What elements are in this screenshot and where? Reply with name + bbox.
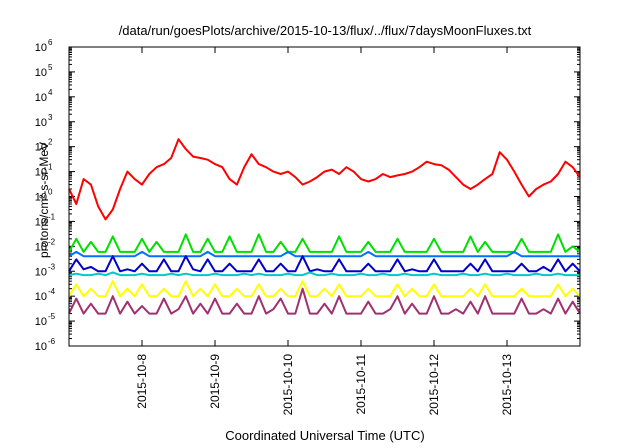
x-tick-label: 2015-10-10 [281,354,295,416]
series-line-1 [68,138,581,221]
x-tick-label: 2015-10-13 [500,354,514,416]
y-tick-label: 10 [35,216,47,228]
y-tick-label: 10 [35,42,47,54]
x-tick-label: 2015-10-8 [135,354,149,409]
y-tick-exponent: 2 [48,138,53,147]
y-tick-label: 10 [35,92,47,104]
y-tick-exponent: -6 [48,337,56,346]
series-line-5 [68,271,580,277]
y-tick-exponent: -5 [48,312,56,321]
y-tick-label: 10 [35,67,47,79]
series-lines [68,138,581,315]
y-tick-label: 10 [35,117,47,129]
y-tick-exponent: 6 [48,38,53,47]
chart-title: /data/run/goesPlots/archive/2015-10-13/f… [119,23,532,38]
series-line-7 [68,287,581,315]
x-axis-label: Coordinated Universal Time (UTC) [225,428,424,443]
y-tick-exponent: 4 [48,88,53,97]
axis-ticks: 10 -610 -510 -410 -310 -210 -110 010 110 210 310 41… [35,38,580,415]
y-tick-exponent: -4 [48,287,56,296]
series-line-2 [68,233,581,253]
y-tick-exponent: 3 [48,113,53,122]
y-tick-exponent: 1 [48,163,53,172]
y-tick-label: 10 [35,291,47,303]
series-line-3 [68,250,580,258]
x-tick-label: 2015-10-12 [427,354,441,416]
y-tick-exponent: -3 [48,262,56,271]
series-line-6 [68,280,581,298]
y-tick-label: 10 [35,167,47,179]
y-tick-exponent: 5 [48,63,53,72]
plot-frame [68,46,581,347]
y-tick-label: 10 [35,192,47,204]
x-tick-label: 2015-10-9 [208,354,222,409]
y-tick-exponent: -1 [48,212,56,221]
y-tick-label: 10 [35,341,47,353]
x-tick-label: 2015-10-11 [354,354,368,415]
y-axis-label: protons/cm²-s-sr-MeV [37,142,51,258]
y-tick-exponent: -2 [48,237,56,246]
y-tick-label: 10 [35,142,47,154]
y-tick-label: 10 [35,266,47,278]
y-tick-label: 10 [35,241,47,253]
y-tick-label: 10 [35,316,47,328]
series-line-4 [68,255,581,273]
y-axis-label-group: protons/cm²-s-sr-MeV [37,142,51,258]
y-tick-exponent: 0 [48,188,53,197]
